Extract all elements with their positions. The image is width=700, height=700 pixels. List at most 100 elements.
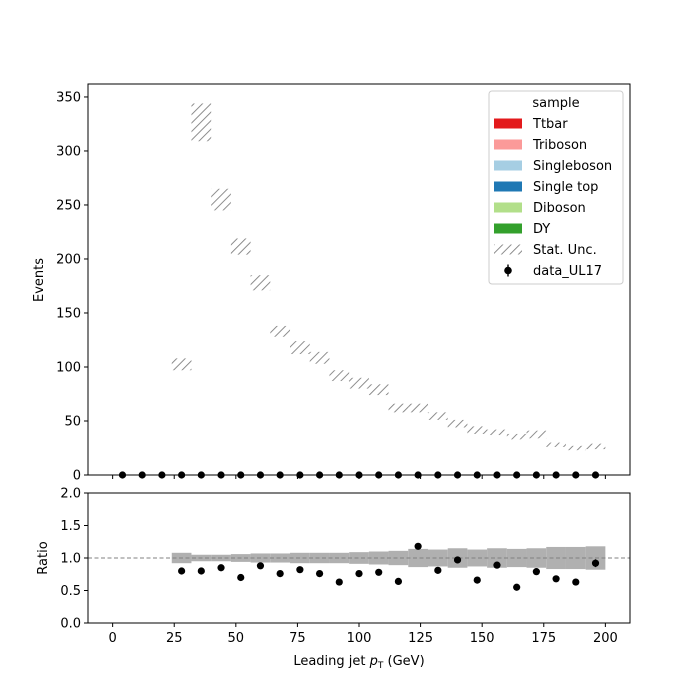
legend-label: Triboson — [532, 138, 587, 153]
legend-label: Stat. Unc. — [533, 243, 597, 258]
stat-unc-bin — [309, 351, 330, 364]
y-tick-label: 0.0 — [60, 617, 81, 632]
ratio-unc-bin — [349, 552, 369, 564]
y-tick-label: 150 — [56, 306, 81, 321]
y-tick-label: 250 — [56, 198, 81, 213]
stat-unc-bin — [408, 403, 428, 413]
ratio-unc-bin — [368, 551, 389, 565]
ratio-point — [355, 570, 363, 578]
legend-label: DY — [533, 222, 550, 237]
ratio-point — [453, 556, 462, 564]
main-y-ticks: 0 50 100 150 200 250 300 350 — [56, 90, 88, 484]
y-tick-label: 50 — [64, 414, 81, 429]
stat-unc-bin — [290, 341, 310, 355]
ratio-point — [217, 564, 225, 572]
legend-title: sample — [532, 96, 579, 111]
ratio-point — [197, 567, 205, 575]
main-plot-panel: 0 50 100 150 200 250 300 350 Events sample Ttba… — [32, 83, 631, 484]
legend-label: Ttbar — [532, 117, 568, 132]
legend-label: Diboson — [533, 201, 586, 216]
ratio-point — [532, 568, 540, 576]
ratio-unc-bin — [329, 552, 350, 564]
y-tick-label: 1.0 — [60, 552, 81, 567]
ratio-y-ticks: 0.0 0.5 1.0 1.5 2.0 — [60, 487, 88, 632]
stat-unc-bin — [230, 238, 251, 255]
x-tick-label: 200 — [593, 631, 618, 646]
x-tick-label: 150 — [470, 631, 495, 646]
x-tick-label: 100 — [347, 631, 372, 646]
y-tick-label: 0.5 — [60, 584, 81, 599]
ratio-point — [552, 575, 560, 583]
stat-unc-bin — [329, 370, 350, 382]
ratio-point — [256, 562, 265, 570]
ratio-point — [591, 559, 600, 567]
main-y-axis-label: Events — [32, 258, 47, 302]
ratio-data-points — [178, 542, 600, 591]
ratio-plot-panel: 0 25 50 75 100 125 150 175 200 0.0 0.5 1.0 1.5 2.0 R… — [36, 487, 631, 671]
ratio-point — [414, 542, 422, 550]
ratio-x-ticks: 0 25 50 75 100 125 150 175 200 — [108, 623, 618, 646]
legend-marker — [504, 266, 512, 275]
main-x-ticks — [112, 475, 606, 479]
legend-swatch — [494, 181, 522, 192]
stat-unc-bin — [506, 433, 527, 440]
ratio-point — [513, 583, 521, 591]
ratio-point — [493, 561, 501, 569]
stat-unc-bin — [565, 445, 586, 451]
ratio-point — [375, 568, 383, 576]
ratio-unc-bin — [388, 550, 409, 566]
stat-unc-bin — [427, 412, 448, 420]
ratio-point — [434, 566, 442, 574]
stat-unc-bin — [447, 419, 468, 428]
stat-unc-bin — [191, 103, 212, 142]
ratio-point — [178, 567, 186, 575]
y-tick-label: 0 — [73, 469, 81, 484]
legend-label: Single top — [533, 180, 598, 195]
stat-unc-bin — [349, 377, 369, 389]
ratio-unc-bin — [408, 548, 428, 568]
stat-unc-bin — [368, 384, 389, 396]
ratio-unc-bin — [309, 552, 330, 564]
x-tick-label: 25 — [166, 631, 183, 646]
ratio-point — [237, 573, 245, 582]
y-tick-label: 1.5 — [60, 519, 81, 534]
y-tick-label: 300 — [56, 144, 81, 159]
stat-unc-bin — [171, 358, 192, 371]
y-tick-label: 2.0 — [60, 487, 81, 502]
stat-unc-bin — [546, 442, 566, 447]
x-tick-label: 175 — [531, 631, 556, 646]
legend-swatch — [494, 160, 522, 171]
ratio-unc-bin — [526, 548, 547, 568]
legend-swatch — [494, 202, 522, 213]
stat-unc-bin — [585, 443, 606, 450]
ratio-point — [572, 578, 580, 586]
legend-swatch-hatch — [494, 244, 522, 255]
legend-swatch — [494, 223, 522, 234]
y-tick-label: 350 — [56, 90, 81, 105]
legend-label: data_UL17 — [533, 264, 602, 279]
ratio-unc-bin — [487, 548, 507, 568]
ratio-point — [315, 570, 324, 578]
stat-unc-bin — [388, 403, 409, 413]
x-tick-label: 75 — [289, 631, 306, 646]
x-tick-label: 0 — [108, 631, 116, 646]
ratio-y-axis-label: Ratio — [36, 541, 51, 574]
stat-unc-bin — [250, 275, 271, 291]
stat-unc-bin — [467, 426, 488, 434]
ratio-point — [335, 578, 343, 586]
stat-unc-bin — [270, 325, 291, 337]
stat-unc-band — [171, 103, 606, 451]
stat-unc-bin — [526, 430, 547, 439]
ratio-unc-bin — [427, 549, 448, 567]
ratio-point — [473, 576, 481, 584]
x-tick-label: 125 — [408, 631, 433, 646]
legend-swatch — [494, 118, 522, 129]
ratio-point — [276, 570, 284, 578]
legend-swatch — [494, 139, 522, 150]
legend-label: Singleboson — [533, 159, 612, 174]
ratio-point — [394, 577, 403, 586]
ratio-point — [296, 566, 304, 574]
ratio-unc-bin — [506, 548, 527, 568]
ratio-unc-bin — [467, 549, 488, 567]
